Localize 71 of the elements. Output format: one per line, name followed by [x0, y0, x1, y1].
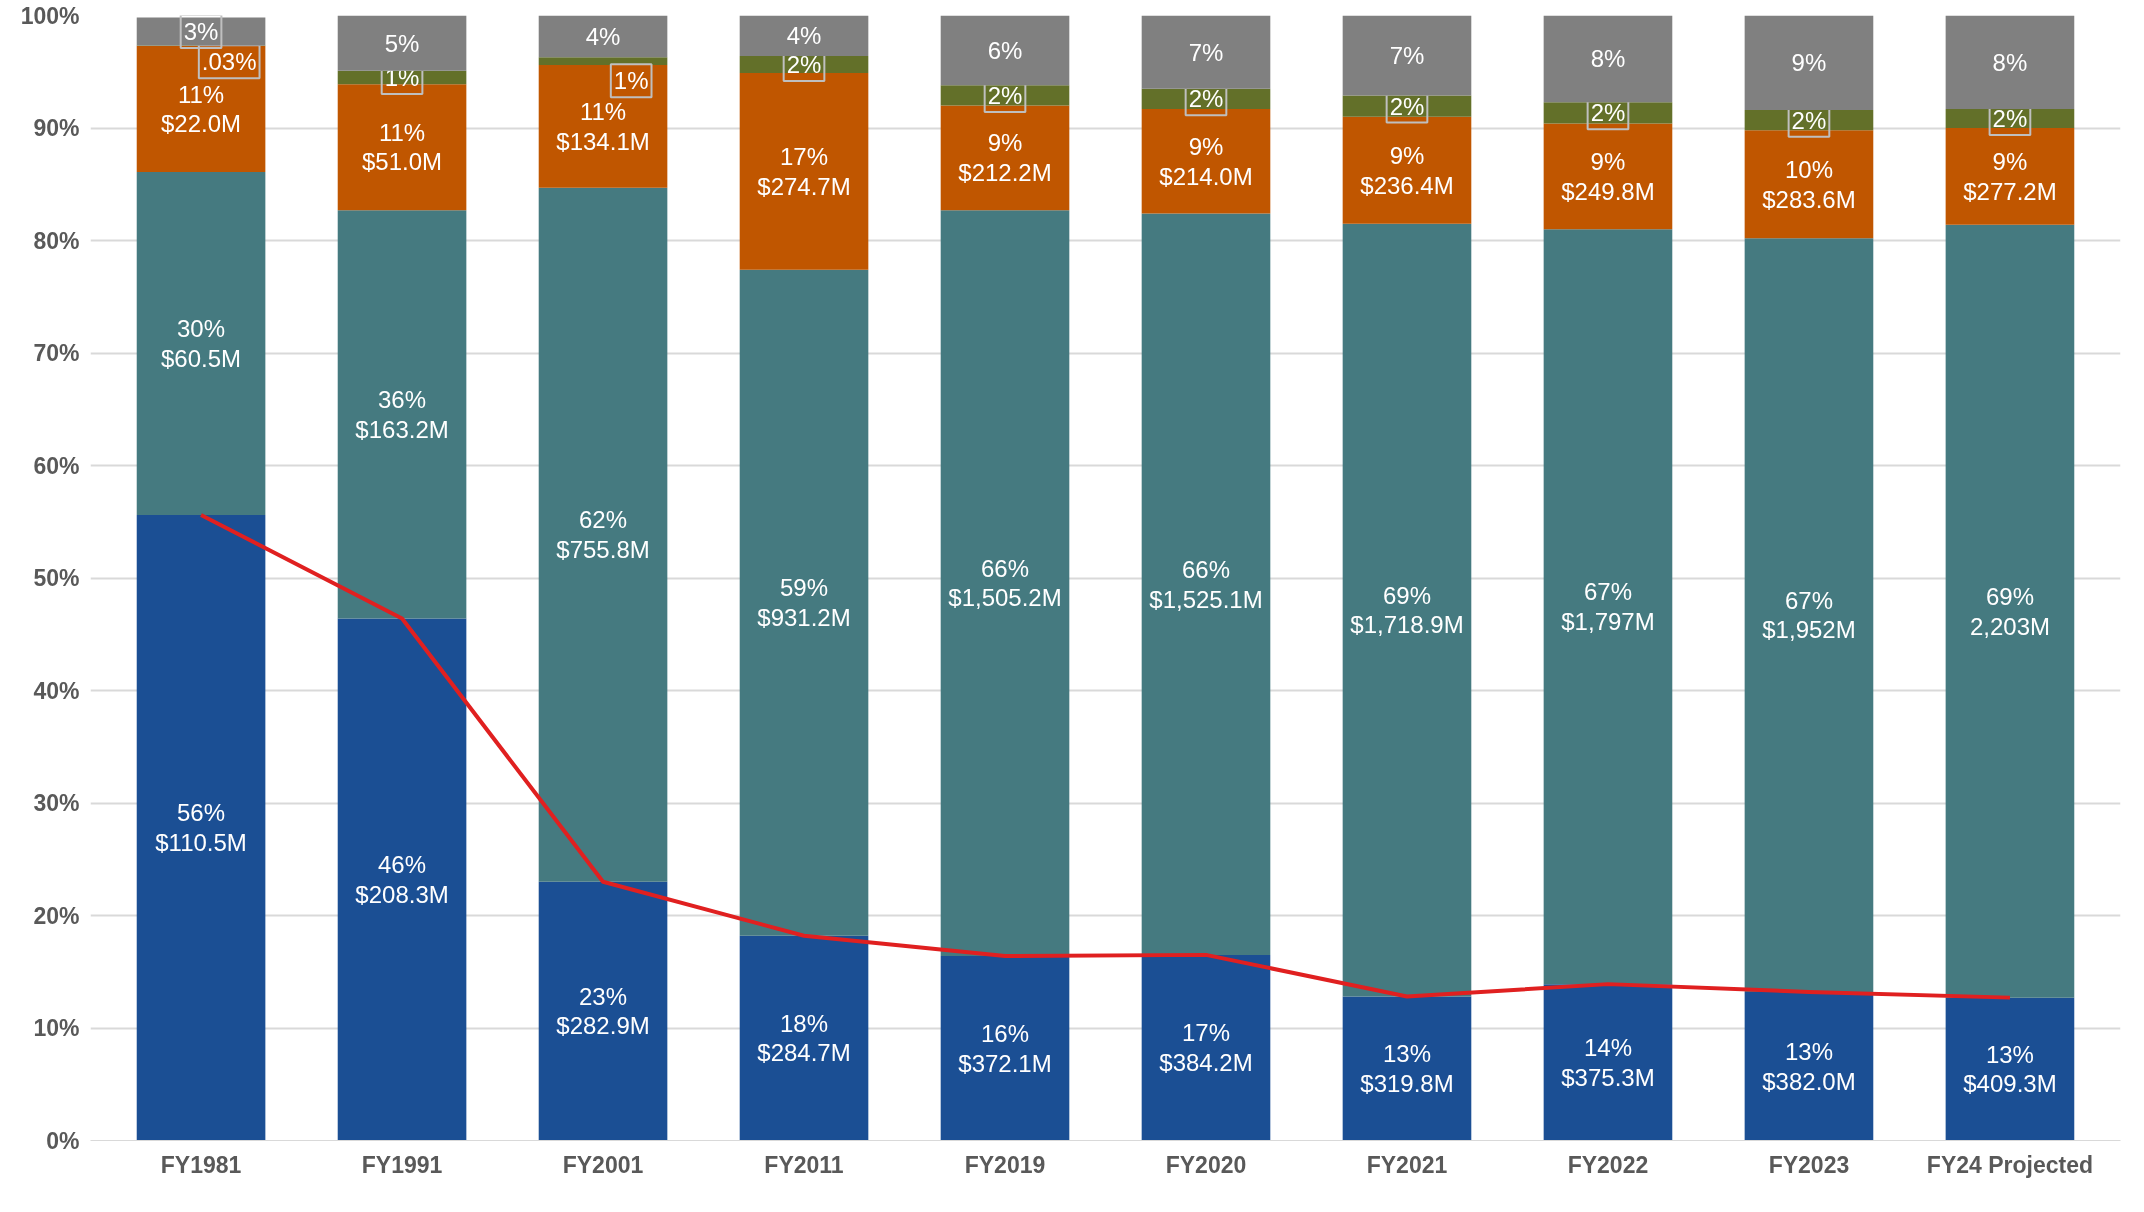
- data-label: 14% $375.3M: [1561, 1033, 1655, 1091]
- x-tick-label: FY1981: [160, 1151, 242, 1178]
- data-label: 2%: [1791, 106, 1827, 134]
- y-tick-label: 100%: [20, 2, 80, 29]
- y-tick-label: 20%: [33, 902, 80, 929]
- data-label: 66% $1,525.1M: [1149, 555, 1263, 613]
- data-label: 11% $134.1M: [556, 97, 650, 155]
- data-label: 9% $236.4M: [1360, 141, 1454, 199]
- x-tick-label: FY2001: [562, 1151, 644, 1178]
- data-label: 7%: [1389, 41, 1425, 69]
- y-tick-label: 90%: [33, 115, 80, 141]
- data-label: 13% $319.8M: [1360, 1040, 1454, 1097]
- data-label: 59% $931.2M: [757, 574, 851, 632]
- data-label: 2%: [987, 81, 1023, 109]
- data-label: 8%: [1992, 48, 2028, 76]
- data-label: 67% $1,952M: [1762, 586, 1856, 644]
- y-tick-label: 40%: [33, 677, 80, 704]
- data-label: 9% $277.2M: [1963, 148, 2057, 205]
- x-tick-label: FY2020: [1165, 1151, 1247, 1178]
- y-tick-label: 60%: [33, 452, 80, 479]
- data-label: 8%: [1590, 45, 1626, 73]
- data-label: 69% $1,718.9M: [1350, 581, 1464, 639]
- x-tick-label: FY1991: [361, 1151, 443, 1178]
- data-label: 6%: [987, 36, 1023, 64]
- data-label: 11% $22.0M: [161, 80, 242, 138]
- data-label: 4%: [786, 22, 822, 50]
- y-tick-label: 80%: [33, 227, 80, 254]
- y-tick-label: 70%: [33, 340, 80, 366]
- x-tick-label: FY24 Projected: [1926, 1151, 2094, 1178]
- data-label: 69% 2,203M: [1969, 582, 2050, 640]
- data-label: 2%: [1590, 99, 1626, 127]
- data-label: 9% $249.8M: [1561, 148, 1655, 205]
- data-label: 5%: [384, 29, 420, 57]
- data-label: 67% $1,797M: [1561, 578, 1655, 636]
- data-label: 7%: [1188, 38, 1224, 66]
- x-tick-label: FY2022: [1567, 1151, 1649, 1178]
- data-label: 17% $384.2M: [1159, 1019, 1253, 1077]
- y-tick-label: 50%: [33, 565, 80, 591]
- data-label: 17% $274.7M: [757, 142, 851, 200]
- data-label: 36% $163.2M: [355, 385, 449, 443]
- data-label: 23% $282.9M: [556, 982, 650, 1040]
- data-label: 2%: [1992, 104, 2028, 132]
- data-label: 13% $409.3M: [1963, 1040, 2057, 1098]
- data-label: 16% $372.1M: [958, 1019, 1052, 1077]
- y-tick-label: 0%: [46, 1127, 80, 1154]
- data-label: 18% $284.7M: [757, 1009, 851, 1067]
- data-label: 1%: [613, 67, 649, 95]
- data-label: 2%: [786, 50, 822, 78]
- data-label: 9% $214.0M: [1159, 132, 1253, 190]
- data-label: .03%: [201, 48, 257, 76]
- data-label: 10% $283.6M: [1762, 155, 1856, 213]
- data-label: 2%: [1188, 85, 1224, 113]
- data-label: 66% $1,505.2M: [948, 554, 1062, 612]
- x-tick-label: FY2019: [964, 1151, 1046, 1178]
- data-label: 2%: [1389, 92, 1425, 120]
- data-label: 56% $110.5M: [155, 799, 247, 857]
- data-label: 9% $212.2M: [958, 129, 1052, 187]
- y-tick-label: 30%: [33, 790, 80, 816]
- data-label: 3%: [183, 17, 219, 45]
- y-tick-label: 10%: [33, 1015, 80, 1041]
- x-tick-label: FY2023: [1768, 1151, 1850, 1178]
- data-label: 1%: [384, 63, 420, 91]
- data-label: 62% $755.8M: [556, 506, 650, 564]
- data-label: 11% $51.0M: [362, 118, 443, 176]
- data-label: 9%: [1791, 48, 1827, 76]
- data-label: 13% $382.0M: [1762, 1037, 1856, 1095]
- data-label: 4%: [585, 22, 621, 50]
- x-tick-label: FY2021: [1366, 1151, 1448, 1178]
- data-label: 30% $60.5M: [161, 315, 242, 372]
- data-label: 46% $208.3M: [355, 851, 449, 908]
- x-tick-label: FY2011: [764, 1151, 844, 1178]
